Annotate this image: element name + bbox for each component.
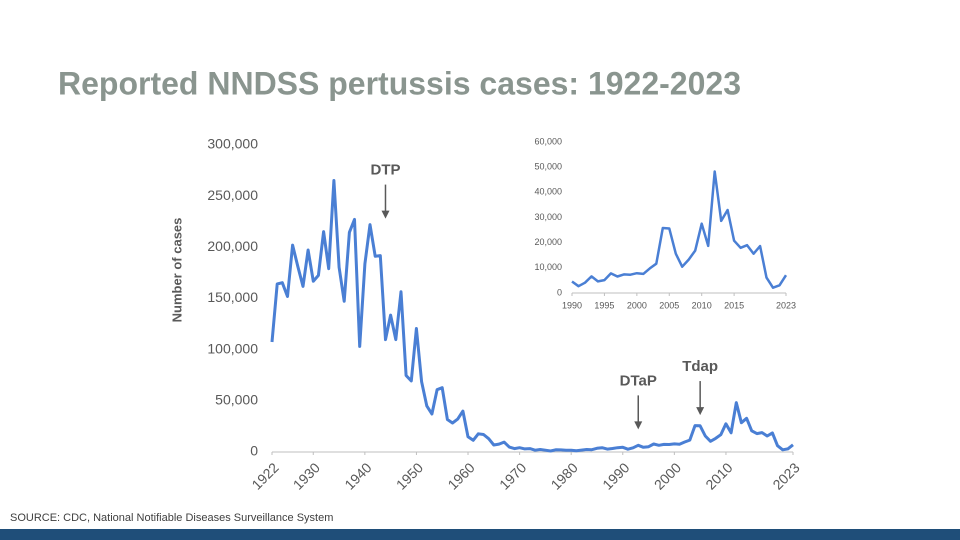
x-tick-label: 1990 [562,300,582,310]
annotation-arrowhead [381,210,390,219]
slide-title: Reported NNDSS pertussis cases: 1922-202… [58,65,741,101]
x-tick-label: 2010 [702,459,735,492]
y-tick-label: 150,000 [207,289,258,305]
annotation: DTaP [620,372,657,389]
source-note: SOURCE: CDC, National Notifiable Disease… [10,512,333,524]
y-tick-label: 0 [250,443,258,459]
y-tick-label: 60,000 [534,136,562,146]
y-tick-label: 250,000 [207,187,258,203]
x-tick-label: 1980 [548,459,581,492]
footer-bar [0,529,960,540]
annotation: DTP [370,162,400,179]
x-tick-label: 1990 [599,459,632,492]
x-tick-label: 1960 [444,459,477,492]
x-tick-label: 1995 [594,300,614,310]
y-tick-label: 300,000 [207,136,258,152]
y-tick-label: 50,000 [215,392,258,408]
y-tick-label: 0 [557,287,562,297]
y-axis-label: Number of cases [169,218,184,323]
y-tick-label: 50,000 [534,162,562,172]
x-tick-label: 2015 [724,300,744,310]
annotation-arrowhead [696,407,705,416]
y-tick-label: 20,000 [534,237,562,247]
x-tick-label: 1930 [290,459,323,492]
y-tick-label: 30,000 [534,212,562,222]
x-tick-label: 2005 [659,300,679,310]
x-tick-label: 2000 [651,459,684,492]
y-tick-label: 40,000 [534,187,562,197]
series-line [270,179,794,453]
x-tick-label: 2010 [692,300,712,310]
y-tick-label: 200,000 [207,238,258,254]
x-tick-label: 1940 [341,459,374,492]
x-tick-label: 2023 [769,459,802,492]
annotation-arrowhead [634,421,643,430]
x-tick-label: 2000 [627,300,647,310]
x-tick-label: 1950 [393,459,426,492]
x-tick-label: 2023 [776,300,796,310]
y-tick-label: 100,000 [207,340,258,356]
y-tick-label: 10,000 [534,262,562,272]
annotation: Tdap [682,358,718,375]
series-line [571,170,788,289]
x-tick-label: 1922 [248,459,281,492]
x-tick-label: 1970 [496,459,529,492]
